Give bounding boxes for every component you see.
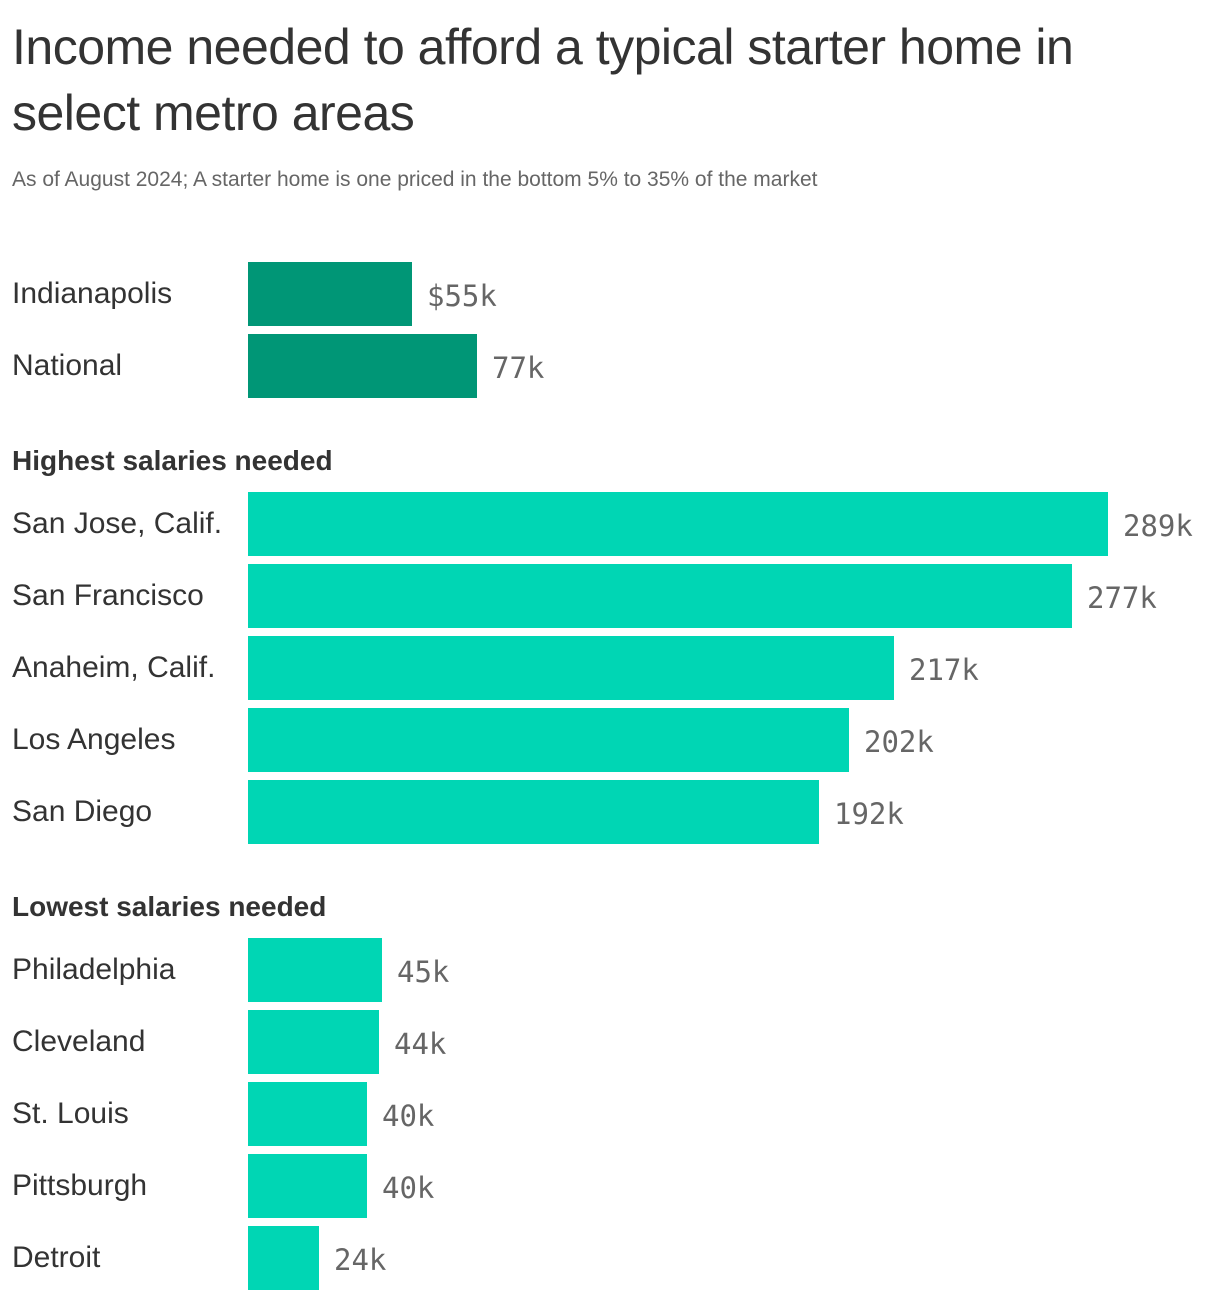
bar [248, 262, 412, 326]
category-label: St. Louis [12, 1097, 129, 1130]
bar [248, 708, 849, 772]
value-label: 45k [397, 955, 450, 989]
chart-subtitle: As of August 2024; A starter home is one… [12, 168, 818, 191]
value-label: 217k [909, 653, 979, 687]
bar [248, 334, 477, 398]
value-label: $55k [427, 279, 497, 313]
value-label: 24k [334, 1243, 387, 1277]
value-label: 202k [864, 725, 934, 759]
category-label: San Diego [12, 795, 153, 828]
chart-title: Income needed to afford a typical starte… [12, 19, 1074, 141]
value-label: 289k [1123, 509, 1193, 543]
value-label: 44k [394, 1027, 447, 1061]
category-label: San Jose, Calif. [12, 507, 223, 540]
bar [248, 938, 382, 1002]
bar [248, 492, 1108, 556]
category-label: Anaheim, Calif. [12, 651, 216, 684]
category-label: San Francisco [12, 579, 204, 612]
category-label: Cleveland [12, 1025, 146, 1058]
bar [248, 1154, 367, 1218]
bar [248, 564, 1072, 628]
value-label: 77k [492, 351, 545, 385]
category-label: Indianapolis [12, 277, 173, 310]
category-label: Philadelphia [12, 953, 176, 986]
section-heading-1: Highest salaries needed [12, 445, 333, 476]
bar [248, 780, 819, 844]
bar [248, 636, 894, 700]
category-label: Los Angeles [12, 723, 176, 756]
bar [248, 1010, 379, 1074]
bar [248, 1082, 367, 1146]
bar [248, 1226, 319, 1290]
category-label: National [12, 349, 123, 382]
value-label: 277k [1087, 581, 1157, 615]
category-label: Pittsburgh [12, 1169, 148, 1202]
value-label: 40k [382, 1099, 435, 1133]
category-label: Detroit [12, 1241, 101, 1274]
value-label: 40k [382, 1171, 435, 1205]
section-heading-2: Lowest salaries needed [12, 891, 327, 922]
value-label: 192k [834, 797, 904, 831]
